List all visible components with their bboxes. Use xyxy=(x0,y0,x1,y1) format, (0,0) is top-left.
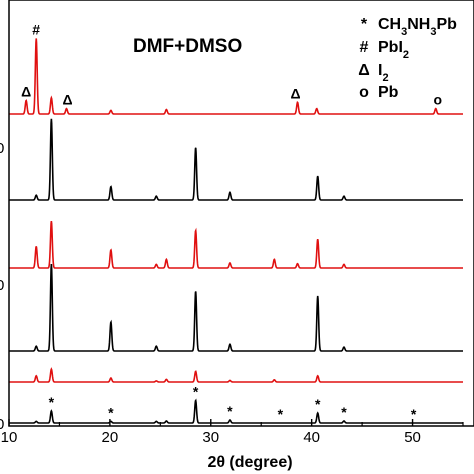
x-tick-label-50: 50 xyxy=(404,429,421,446)
peak-marker-1-5: o xyxy=(434,92,443,108)
xrd-trace-2 xyxy=(9,118,463,201)
xrd-trace-1 xyxy=(9,38,463,115)
chart-title: DMF+DMSO xyxy=(133,36,242,57)
legend-symbol-1: * xyxy=(361,16,368,33)
xrd-trace-5 xyxy=(9,367,463,383)
x-tick-label-40: 40 xyxy=(303,429,320,446)
peak-marker-6-4: * xyxy=(227,403,233,419)
x-tick-label-10: 10 xyxy=(1,429,18,446)
left-edge-label-1: 0 xyxy=(0,140,4,157)
legend-label-4: Pb xyxy=(378,84,399,101)
chart-legend: * CH3NH3Pb # PbI2 Δ I2 o Pb xyxy=(358,16,457,101)
left-edge-labels: 0 0 0 xyxy=(0,140,4,433)
x-axis-ticks xyxy=(8,419,464,426)
left-edge-label-3: 0 xyxy=(0,416,4,433)
legend-label-2: PbI2 xyxy=(378,39,409,61)
peak-marker-6-8: * xyxy=(411,406,417,422)
xrd-trace-3 xyxy=(9,220,463,269)
plot-frame xyxy=(8,0,474,427)
xrd-traces xyxy=(9,38,463,424)
left-edge-label-2: 0 xyxy=(0,277,4,294)
peak-marker-6-7: * xyxy=(341,404,347,420)
peak-marker-6-2: * xyxy=(108,404,114,420)
peak-marker-6-1: * xyxy=(49,394,55,410)
legend-label-3: I2 xyxy=(378,62,389,84)
legend-symbol-4: o xyxy=(359,84,369,101)
peak-marker-1-4: Δ xyxy=(290,85,300,101)
peak-marker-1-3: Δ xyxy=(62,92,72,108)
peak-marker-6-3: * xyxy=(193,383,199,399)
x-tick-label-20: 20 xyxy=(102,429,119,446)
peak-marker-1-1: Δ xyxy=(21,84,31,100)
x-axis-tick-labels: 10 20 30 40 50 xyxy=(1,429,421,446)
xrd-trace-4 xyxy=(9,263,463,352)
peak-marker-6-6: * xyxy=(315,396,321,412)
xrd-trace-6 xyxy=(9,398,463,424)
legend-label-1: CH3NH3Pb xyxy=(378,16,457,38)
peak-marker-6-5: * xyxy=(278,406,284,422)
legend-symbol-3: Δ xyxy=(358,62,370,79)
legend-symbol-2: # xyxy=(360,39,369,56)
x-tick-label-30: 30 xyxy=(202,429,219,446)
peak-marker-1-2: # xyxy=(32,21,40,37)
x-axis-title: 2θ (degree) xyxy=(207,454,292,471)
